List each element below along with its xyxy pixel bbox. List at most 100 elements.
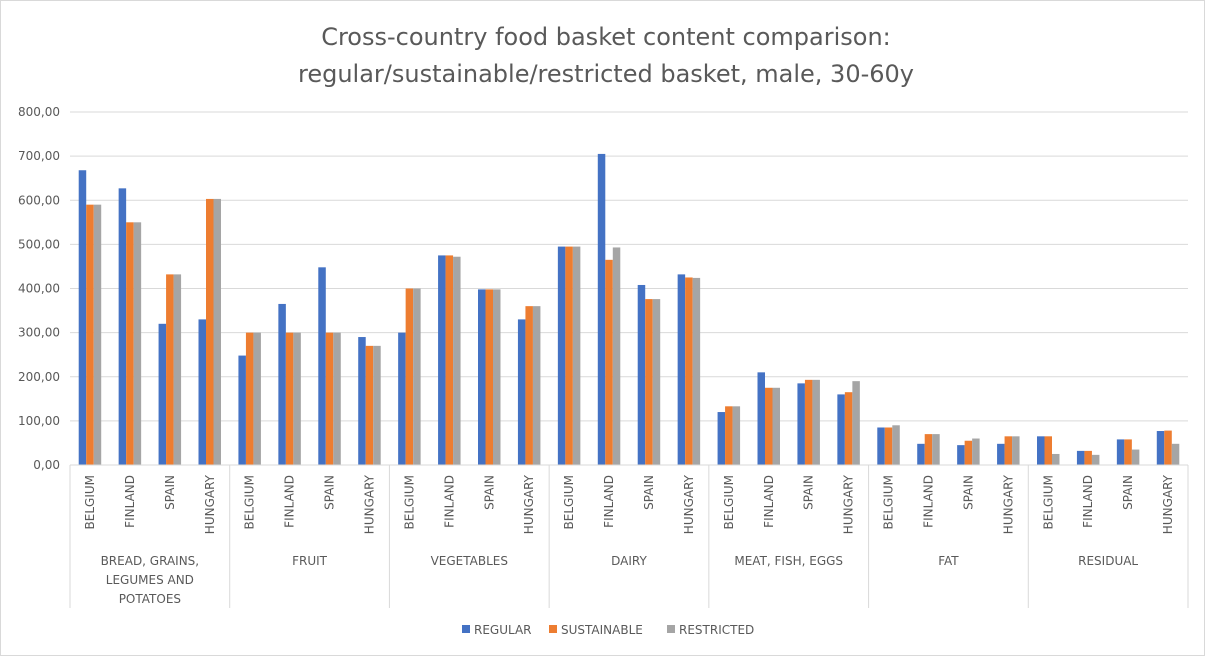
group-label: RESIDUAL: [1078, 554, 1138, 568]
group-label: LEGUMES AND: [106, 573, 194, 587]
group-label: DAIRY: [611, 554, 647, 568]
legend-swatch-sustainable: [549, 625, 557, 633]
bar-restricted: [612, 247, 621, 465]
bar-restricted: [852, 381, 860, 465]
bar-sustainable: [725, 406, 733, 465]
group-label: POTATOES: [119, 592, 181, 606]
bar-restricted: [732, 406, 741, 465]
bar-regular: [158, 323, 167, 465]
bar-regular: [877, 427, 885, 465]
country-label: BELGIUM: [1041, 475, 1055, 529]
bar-regular: [438, 255, 446, 465]
bar-restricted: [1171, 443, 1180, 465]
bar-restricted: [333, 332, 341, 466]
bar-restricted: [652, 299, 661, 465]
y-tick-label: 100,00: [18, 414, 60, 428]
gridlines: [70, 111, 1188, 422]
bar-regular: [198, 319, 206, 465]
bar-regular: [1037, 436, 1045, 465]
group-label: VEGETABLES: [431, 554, 508, 568]
bar-regular: [78, 170, 87, 465]
legend-swatch-restricted: [667, 625, 675, 633]
bar-restricted: [1131, 449, 1140, 465]
bar-restricted: [93, 204, 102, 465]
bar-regular: [917, 443, 925, 465]
bar-sustainable: [765, 387, 773, 465]
bar-sustainable: [245, 332, 254, 466]
bar-regular: [837, 394, 845, 465]
bar-sustainable: [804, 379, 813, 465]
bar-restricted: [812, 379, 820, 465]
x-axis: BELGIUM FINLAND SPAIN HUNGARY BREAD, GRAINS,…: [69, 464, 1189, 608]
legend-label: SUSTAINABLE: [561, 623, 643, 637]
country-label: SPAIN: [642, 475, 656, 510]
country-label: SPAIN: [163, 475, 177, 510]
country-label: BELGIUM: [882, 475, 896, 529]
country-label: SPAIN: [482, 475, 496, 510]
bar-restricted: [373, 345, 381, 465]
bar-regular: [358, 337, 366, 465]
bar-restricted: [133, 222, 142, 465]
bar-regular: [318, 267, 326, 465]
legend-swatch-regular: [462, 625, 470, 633]
bar-regular: [118, 188, 127, 465]
bar-regular: [797, 383, 805, 465]
group-label: BREAD, GRAINS,: [101, 554, 200, 568]
bar-restricted: [572, 246, 581, 465]
country-label: FINLAND: [602, 475, 616, 528]
chart-title-line-2: regular/sustainable/restricted basket, m…: [298, 60, 914, 88]
country-label: SPAIN: [1121, 475, 1135, 510]
bar-regular: [757, 372, 765, 465]
bar-regular: [997, 443, 1005, 465]
country-label: FINLAND: [442, 475, 456, 528]
country-label: FINLAND: [762, 475, 776, 528]
bar-sustainable: [445, 255, 454, 465]
bar-sustainable: [565, 246, 573, 465]
bar-restricted: [932, 434, 940, 465]
bar-sustainable: [884, 427, 893, 465]
bar-restricted: [772, 387, 780, 465]
bar-regular: [478, 289, 486, 465]
bar-sustainable: [844, 392, 853, 465]
country-label: FINLAND: [283, 475, 297, 528]
bar-sustainable: [126, 222, 134, 465]
bar-regular: [677, 274, 686, 465]
y-tick-label: 600,00: [18, 193, 60, 207]
y-axis-tick-labels: 0,00 100,00 200,00 300,00 400,00 500,00 600,00…: [18, 105, 60, 472]
country-label: FINLAND: [1081, 475, 1095, 528]
group-label: FRUIT: [292, 554, 328, 568]
bar-sustainable: [405, 288, 414, 465]
bar-restricted: [1052, 453, 1060, 465]
bar-regular: [597, 153, 606, 466]
bar-restricted: [532, 306, 541, 465]
bar-sustainable: [1084, 450, 1092, 465]
country-label: HUNGARY: [522, 474, 536, 534]
bar-restricted: [692, 277, 701, 465]
bar-sustainable: [924, 434, 933, 465]
bar-restricted: [413, 288, 421, 465]
country-label: BELGIUM: [562, 475, 576, 529]
y-tick-label: 0,00: [33, 458, 60, 472]
bar-regular: [398, 332, 406, 466]
bar-sustainable: [645, 299, 653, 465]
bar-sustainable: [365, 345, 374, 465]
legend-label: REGULAR: [474, 623, 532, 637]
country-label: HUNGARY: [842, 474, 856, 534]
group-label: MEAT, FISH, EGGS: [734, 554, 843, 568]
bar-sustainable: [1124, 439, 1132, 465]
country-label: SPAIN: [323, 475, 337, 510]
country-label: HUNGARY: [362, 474, 376, 534]
bar-sustainable: [964, 440, 973, 465]
chart-title-line-1: Cross-country food basket content compar…: [321, 23, 891, 51]
country-label: HUNGARY: [203, 474, 217, 534]
bar-sustainable: [86, 204, 94, 465]
legend: REGULAR SUSTAINABLE RESTRICTED: [462, 623, 754, 637]
bar-restricted: [213, 198, 221, 465]
y-tick-label: 200,00: [18, 370, 60, 384]
y-tick-label: 400,00: [18, 282, 60, 296]
bar-sustainable: [166, 274, 174, 465]
y-tick-label: 300,00: [18, 326, 60, 340]
bar-restricted: [173, 274, 182, 465]
bar-sustainable: [605, 259, 613, 465]
